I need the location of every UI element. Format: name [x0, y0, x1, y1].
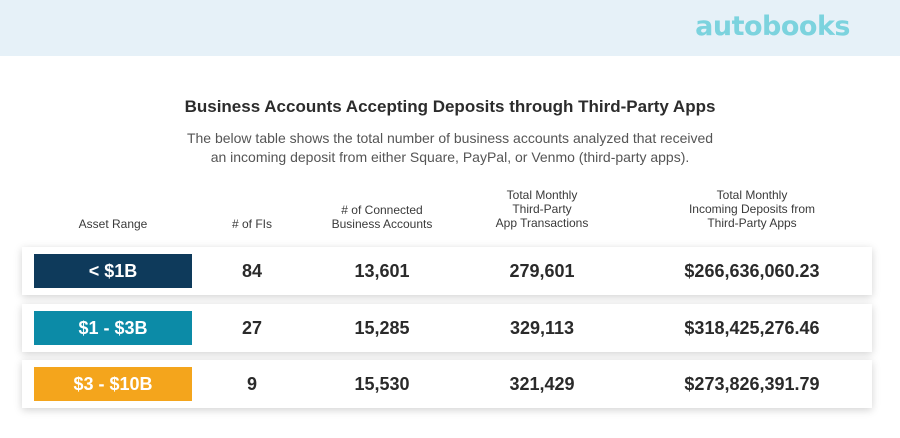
monthly-transactions-cell: 279,601: [509, 261, 575, 281]
table-row: $3 - $10B 9 15,530 321,429 $273,826,391.…: [22, 360, 872, 408]
asset-range-badge: < $1B: [34, 254, 192, 288]
table-row: < $1B 84 13,601 279,601 $266,636,060.23: [22, 247, 872, 295]
autobooks-logo: autobooks: [695, 11, 850, 42]
header-banner: autobooks: [0, 0, 900, 56]
monthly-deposits-cell: $318,425,276.46: [684, 318, 820, 338]
subtitle-line-1: The below table shows the total number o…: [186, 130, 714, 146]
table-row: $1 - $3B 27 15,285 329,113 $318,425,276.…: [22, 304, 872, 352]
monthly-transactions-cell: 321,429: [509, 374, 575, 394]
num-fis-cell: 9: [246, 374, 257, 394]
page-title: Business Accounts Accepting Deposits thr…: [184, 97, 716, 116]
connected-accounts-cell: 15,285: [354, 318, 410, 338]
asset-range-badge: $3 - $10B: [34, 367, 192, 401]
connected-accounts-cell: 15,530: [354, 374, 410, 394]
num-fis-cell: 27: [241, 318, 263, 338]
header-connected-accounts: # of Connected Business Accounts: [331, 203, 433, 231]
header-asset-range: Asset Range: [78, 217, 148, 231]
monthly-deposits-cell: $266,636,060.23: [684, 261, 820, 281]
num-fis-cell: 84: [241, 261, 263, 281]
subtitle-line-2: an incoming deposit from either Square, …: [210, 149, 690, 165]
page-subtitle: The below table shows the total number o…: [150, 129, 750, 167]
monthly-deposits-cell: $273,826,391.79: [684, 374, 820, 394]
asset-range-badge: $1 - $3B: [34, 311, 192, 345]
header-monthly-deposits: Total Monthly Incoming Deposits from Thi…: [688, 188, 816, 230]
connected-accounts-cell: 13,601: [354, 261, 410, 281]
header-num-fis: # of FIs: [231, 217, 272, 231]
header-monthly-transactions: Total Monthly Third-Party App Transactio…: [495, 188, 589, 230]
monthly-transactions-cell: 329,113: [509, 318, 575, 338]
